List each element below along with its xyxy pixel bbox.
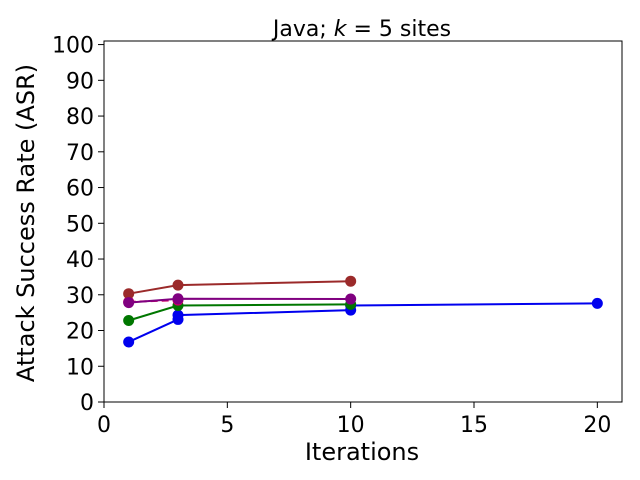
chart-title: Java; k = 5 sites <box>271 17 451 42</box>
y-tick-label: 80 <box>66 105 94 130</box>
x-tick-label: 20 <box>583 413 611 438</box>
data-point <box>123 315 135 327</box>
data-point <box>123 288 135 300</box>
data-point <box>172 309 184 321</box>
data-point <box>172 279 184 291</box>
series-line-5 <box>128 297 351 304</box>
y-tick-label: 10 <box>66 355 94 380</box>
series-line-4 <box>128 280 351 295</box>
data-point <box>123 297 135 309</box>
x-tick-label: 15 <box>460 413 488 438</box>
axes-ticks: 0 5 10 15 20 0 10 20 30 40 50 60 70 80 90 100 <box>52 34 611 438</box>
data-point <box>345 293 357 305</box>
x-tick-label: 0 <box>97 413 111 438</box>
series-line-1 <box>128 302 598 343</box>
x-tick-label: 5 <box>220 413 234 438</box>
y-tick-label: 100 <box>52 34 94 59</box>
x-tick-label: 10 <box>337 413 365 438</box>
y-tick-label: 70 <box>66 141 94 166</box>
data-point <box>591 297 603 309</box>
y-tick-label: 40 <box>66 248 94 273</box>
y-axis-label: Attack Success Rate (ASR) <box>12 64 40 382</box>
data-point <box>345 275 357 287</box>
y-tick-label: 0 <box>80 391 94 416</box>
plot-marks <box>123 275 603 348</box>
y-tick-label: 20 <box>66 320 94 345</box>
y-tick-label: 90 <box>66 69 94 94</box>
x-axis-label: Iterations <box>305 438 419 466</box>
plot-frame <box>103 40 623 403</box>
data-point <box>172 293 184 305</box>
data-point <box>123 336 135 348</box>
y-tick-label: 30 <box>66 284 94 309</box>
y-tick-label: 60 <box>66 177 94 202</box>
y-tick-label: 50 <box>66 212 94 237</box>
